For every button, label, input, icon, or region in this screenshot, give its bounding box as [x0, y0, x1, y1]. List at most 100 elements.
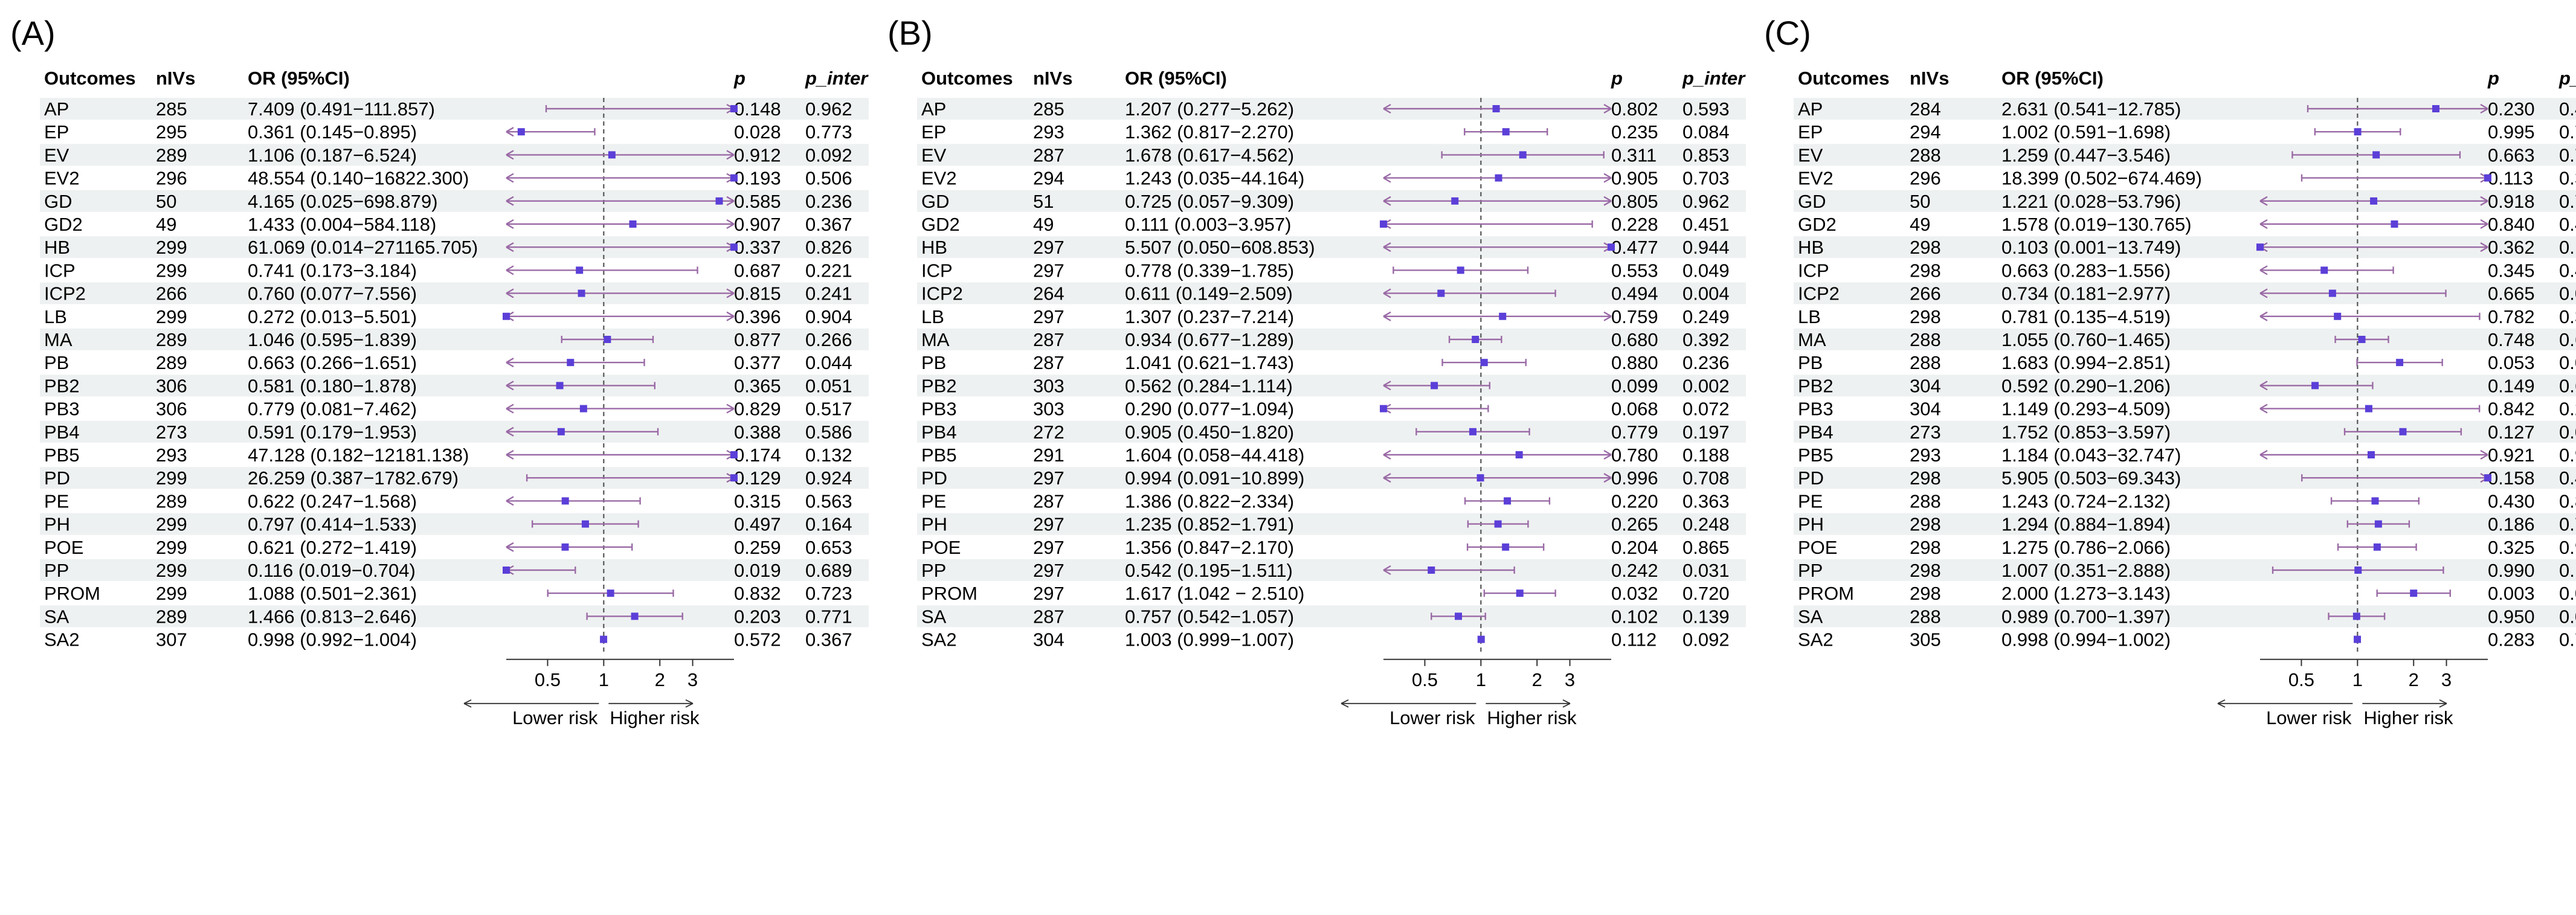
- p-value: 0.337: [734, 237, 781, 258]
- nivs-value: 297: [1033, 560, 1064, 581]
- p-value: 0.494: [1611, 283, 1658, 304]
- point-estimate: [517, 128, 525, 136]
- or-ci-value: 1.003 (0.999−1.007): [1125, 629, 1294, 650]
- row-stripe: [40, 420, 869, 443]
- row-stripe: [917, 144, 1746, 166]
- or-ci-value: 0.779 (0.081−7.462): [248, 399, 417, 420]
- row-stripe: [917, 329, 1746, 350]
- nivs-value: 287: [1033, 329, 1064, 350]
- row-stripe: [1794, 374, 2576, 397]
- p-value: 0.880: [1611, 352, 1658, 373]
- p-inter-value: 0.221: [805, 260, 852, 281]
- point-estimate: [1516, 589, 1524, 597]
- or-ci-value: 1.466 (0.813−2.646): [248, 606, 417, 627]
- ci-arrow-left: [506, 449, 514, 460]
- ci-arrow-left: [1383, 242, 1391, 252]
- nivs-value: 297: [1033, 583, 1064, 604]
- p-inter-value: 0.261: [2559, 399, 2576, 420]
- nivs-value: 288: [1910, 352, 1941, 373]
- outcome-label: PE: [1798, 490, 1823, 512]
- or-ci-value: 0.592 (0.290−1.206): [2001, 375, 2171, 396]
- row-stripe: [1794, 605, 2576, 628]
- outcome-label: ICP: [44, 260, 76, 281]
- row-stripe: [40, 605, 869, 628]
- outcome-label: AP: [44, 98, 69, 120]
- p-value: 0.802: [1611, 98, 1658, 120]
- p-value: 0.003: [2488, 583, 2535, 604]
- p-inter-value: 0.609: [2559, 329, 2576, 350]
- p-value: 0.235: [1611, 121, 1658, 143]
- p-value: 0.053: [2488, 352, 2535, 373]
- p-value: 0.680: [1611, 329, 1658, 350]
- outcome-label: EP: [921, 121, 946, 143]
- p-inter-value: 0.751: [2559, 191, 2576, 212]
- or-ci-value: 5.507 (0.050−608.853): [1125, 237, 1315, 258]
- x-tick-label: 0.5: [2288, 669, 2314, 690]
- or-ci-value: 1.055 (0.760−1.465): [2001, 329, 2171, 350]
- nivs-value: 298: [1910, 583, 1941, 604]
- point-estimate: [2374, 520, 2382, 528]
- or-ci-value: 1.149 (0.293−4.509): [2001, 399, 2171, 420]
- or-ci-value: 0.998 (0.994−1.002): [2001, 629, 2171, 650]
- panel-label: (A): [10, 14, 56, 52]
- outcome-label: ICP2: [921, 283, 963, 304]
- ci-arrow-left: [1383, 103, 1391, 114]
- ci-arrow-left: [506, 173, 514, 183]
- x-tick-label: 3: [2441, 669, 2452, 690]
- p-value: 0.912: [734, 144, 781, 165]
- outcome-label: EP: [44, 121, 69, 143]
- nivs-value: 297: [1033, 306, 1064, 327]
- or-ci-value: 0.741 (0.173−3.184): [248, 260, 417, 281]
- lower-risk-label: Lower risk: [2266, 707, 2352, 728]
- p-value: 0.842: [2488, 399, 2535, 420]
- or-ci-value: 4.165 (0.025−698.879): [248, 191, 438, 212]
- p-inter-value: 0.092: [805, 144, 852, 165]
- header-p: p: [733, 68, 745, 89]
- point-estimate: [1502, 128, 1510, 136]
- point-estimate: [1480, 359, 1488, 367]
- nivs-value: 299: [156, 467, 187, 489]
- point-estimate: [1380, 220, 1387, 228]
- nivs-value: 264: [1033, 283, 1064, 304]
- point-estimate: [1519, 151, 1527, 159]
- p-inter-value: 0.266: [805, 329, 852, 350]
- panel-c: (C) Outcomes nIVs OR (95%CI) p p_inter AP 284 2.…: [1764, 14, 2576, 728]
- p-value: 0.497: [734, 514, 781, 535]
- ci-arrow-left: [506, 265, 514, 275]
- point-estimate: [1499, 312, 1507, 320]
- p-inter-value: 0.894: [2559, 490, 2576, 512]
- ci-arrow-right: [2480, 196, 2488, 206]
- header-p-inter: p_inter: [805, 68, 869, 89]
- nivs-value: 273: [156, 422, 187, 443]
- or-ci-value: 1.046 (0.595−1.839): [248, 329, 417, 350]
- ci-arrow-left: [2259, 196, 2268, 206]
- p-inter-value: 0.467: [2559, 467, 2576, 489]
- p-inter-value: 0.962: [805, 98, 852, 120]
- point-estimate: [2432, 105, 2439, 112]
- ci-arrow-left: [506, 242, 514, 252]
- nivs-value: 304: [1910, 399, 1941, 420]
- p-inter-value: 0.367: [805, 214, 852, 235]
- point-estimate: [1472, 336, 1480, 343]
- point-estimate: [1515, 451, 1523, 458]
- or-ci-value: 18.399 (0.502−674.469): [2001, 168, 2202, 189]
- or-ci-value: 1.207 (0.277−5.262): [1125, 98, 1294, 120]
- ci-arrow-right: [2480, 103, 2488, 114]
- outcome-label: SA: [44, 606, 69, 627]
- or-ci-value: 1.235 (0.852−1.791): [1125, 514, 1294, 535]
- outcome-label: PH: [921, 514, 947, 535]
- p-value: 0.186: [2488, 514, 2535, 535]
- or-ci-value: 0.562 (0.284−1.114): [1125, 375, 1293, 396]
- outcome-label: PB2: [44, 375, 80, 396]
- p-value: 0.149: [2488, 375, 2535, 396]
- p-inter-value: 0.729: [2559, 144, 2576, 165]
- header-p-inter: p_inter: [2558, 68, 2576, 89]
- outcome-label: EV: [921, 144, 947, 165]
- point-estimate: [1494, 520, 1502, 528]
- x-tick-label: 2: [1532, 669, 1542, 690]
- p-value: 0.228: [1611, 214, 1658, 235]
- point-estimate: [730, 174, 738, 182]
- outcome-label: MA: [1798, 329, 1826, 350]
- p-value: 0.204: [1611, 537, 1658, 558]
- p-inter-value: 0.139: [1682, 606, 1730, 627]
